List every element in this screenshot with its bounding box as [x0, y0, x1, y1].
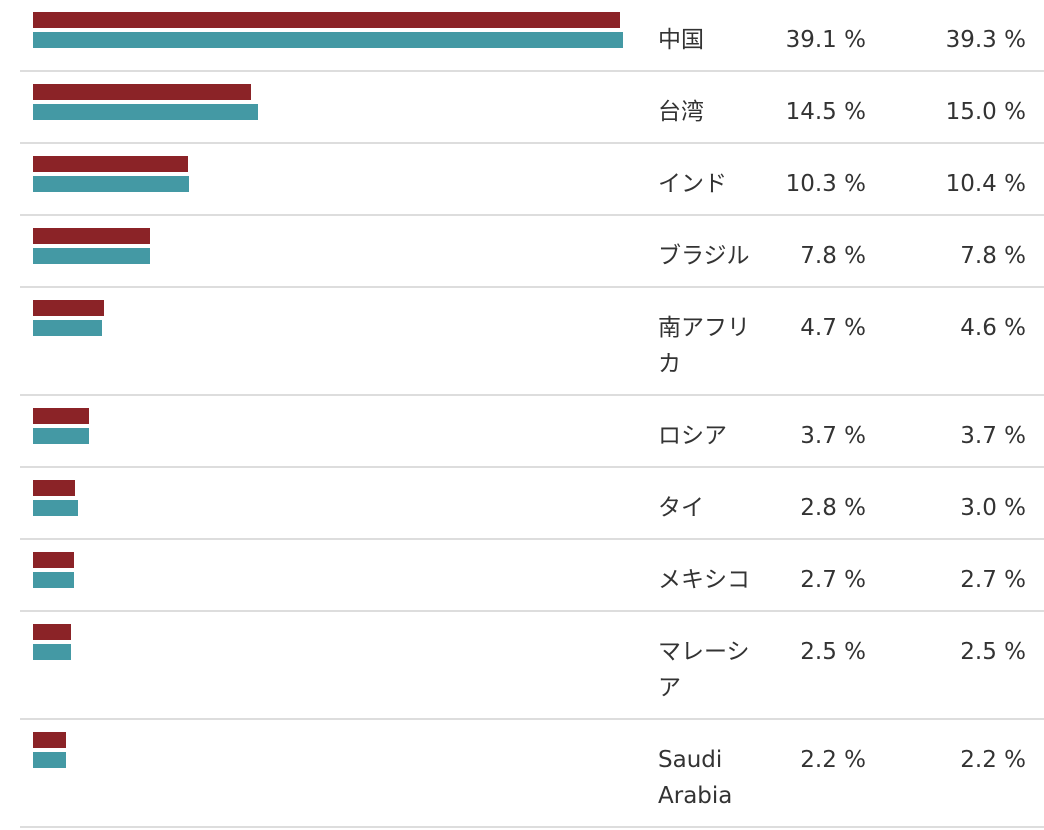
- bar-series-2: [33, 176, 190, 192]
- value-label-series-1: 2.2 %: [800, 747, 866, 773]
- category-label: マレーシア: [658, 639, 750, 701]
- value-label-series-1: 2.8 %: [800, 495, 866, 521]
- value-label-series-1: 7.8 %: [800, 243, 866, 269]
- value-label-series-2: 3.7 %: [960, 423, 1026, 449]
- category-label: Saudi Arabia: [658, 747, 733, 809]
- table-row: インド 10.3 % 10.4 %: [20, 144, 1044, 216]
- table-row: メキシコ 2.7 % 2.7 %: [20, 540, 1044, 612]
- bar-series-2: [33, 644, 71, 660]
- category-label: 南アフリカ: [658, 315, 750, 377]
- table-row: マレーシア 2.5 % 2.5 %: [20, 612, 1044, 720]
- category-label: 台湾: [658, 99, 704, 125]
- category-label: メキシコ: [658, 567, 750, 593]
- category-label: インド: [658, 171, 727, 197]
- category-label: ブラジル: [658, 243, 750, 269]
- bar-series-1: [33, 228, 151, 244]
- bar-series-1: [33, 480, 76, 496]
- value-label-series-1: 14.5 %: [785, 99, 866, 125]
- bar-series-2: [33, 32, 623, 48]
- value-label-series-2: 2.7 %: [960, 567, 1026, 593]
- bar-series-2: [33, 500, 79, 516]
- value-label-series-1: 39.1 %: [785, 27, 866, 53]
- table-row: タイ 2.8 % 3.0 %: [20, 468, 1044, 540]
- bar-series-2: [33, 248, 151, 264]
- value-label-series-2: 3.0 %: [960, 495, 1026, 521]
- table-row: ロシア 3.7 % 3.7 %: [20, 396, 1044, 468]
- value-label-series-1: 4.7 %: [800, 315, 866, 341]
- category-label: 中国: [658, 27, 704, 53]
- bar-table: 中国 39.1 % 39.3 % 台湾 14.5 % 15.0 % インド 10.3 % 10.…: [20, 0, 1044, 828]
- bar-series-2: [33, 572, 74, 588]
- value-label-series-1: 2.5 %: [800, 639, 866, 665]
- category-label: タイ: [658, 495, 704, 521]
- table-row: 台湾 14.5 % 15.0 %: [20, 72, 1044, 144]
- value-label-series-1: 2.7 %: [800, 567, 866, 593]
- bar-series-2: [33, 104, 259, 120]
- value-label-series-2: 4.6 %: [960, 315, 1026, 341]
- bar-series-1: [33, 552, 74, 568]
- table-row: 南アフリカ 4.7 % 4.6 %: [20, 288, 1044, 396]
- value-label-series-2: 2.5 %: [960, 639, 1026, 665]
- bar-series-1: [33, 732, 67, 748]
- bar-series-1: [33, 84, 251, 100]
- bar-series-1: [33, 408, 89, 424]
- value-label-series-2: 15.0 %: [945, 99, 1026, 125]
- bar-series-2: [33, 752, 67, 768]
- value-label-series-1: 10.3 %: [785, 171, 866, 197]
- bar-series-1: [33, 624, 71, 640]
- table-row: 中国 39.1 % 39.3 %: [20, 0, 1044, 72]
- value-label-series-2: 2.2 %: [960, 747, 1026, 773]
- bar-series-1: [33, 156, 188, 172]
- table-row: ブラジル 7.8 % 7.8 %: [20, 216, 1044, 288]
- value-label-series-2: 7.8 %: [960, 243, 1026, 269]
- category-label: ロシア: [658, 423, 727, 449]
- bar-series-1: [33, 300, 104, 316]
- value-label-series-2: 10.4 %: [945, 171, 1026, 197]
- value-label-series-1: 3.7 %: [800, 423, 866, 449]
- value-label-series-2: 39.3 %: [945, 27, 1026, 53]
- table-row: Saudi Arabia 2.2 % 2.2 %: [20, 720, 1044, 828]
- bar-series-2: [33, 428, 89, 444]
- bar-series-1: [33, 12, 620, 28]
- bar-series-2: [33, 320, 103, 336]
